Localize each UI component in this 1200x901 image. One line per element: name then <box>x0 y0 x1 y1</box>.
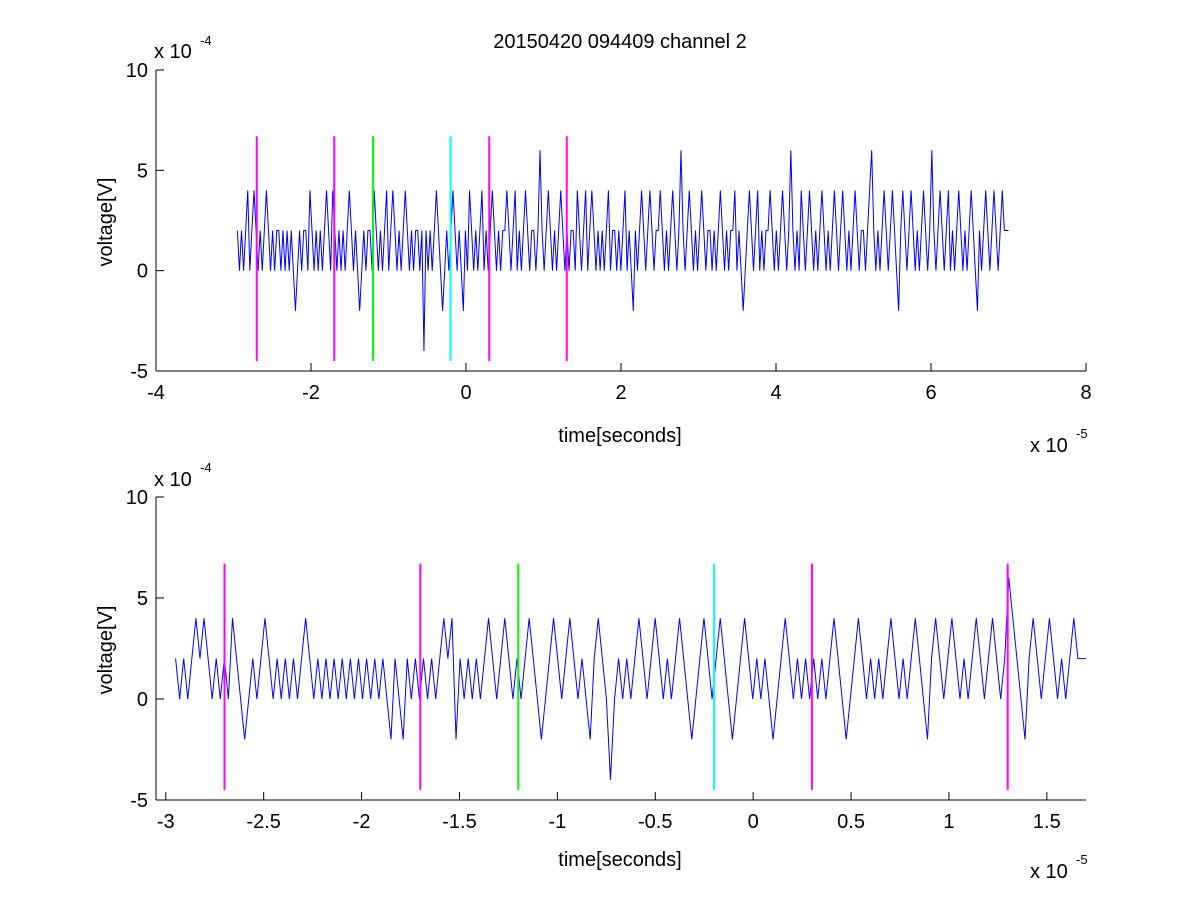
bottom-x-tick-label: -0.5 <box>638 811 672 833</box>
top-x-tick-label: -4 <box>147 382 165 404</box>
top-subplot: -4 -2 0 2 4 6 8 -5 0 5 10 time[seconds] voltage[V]… <box>95 33 1092 457</box>
bottom-y-tick-label: 0 <box>137 689 148 711</box>
bottom-axes: -3 -2.5 -2 -1.5 -1 -0.5 0 0.5 1 1.5 -5 0 5 10 <box>126 487 1086 833</box>
bottom-x-tick-label: -3 <box>157 811 175 833</box>
top-y-tick-label: 5 <box>137 160 148 182</box>
bottom-ylabel: voltage[V] <box>95 606 117 695</box>
bottom-subplot: -3 -2.5 -2 -1.5 -1 -0.5 0 0.5 1 1.5 -5 0 5 10 time[se… <box>95 460 1088 883</box>
top-xlabel: time[seconds] <box>558 425 681 447</box>
bottom-y-tick-label: 10 <box>126 487 148 509</box>
bottom-y-exponent: -4 <box>200 460 212 475</box>
bottom-x-tick-label: 0 <box>748 811 759 833</box>
bottom-x-tick-label: 0.5 <box>837 811 865 833</box>
bottom-y-tick-label: 5 <box>137 588 148 610</box>
figure-title: 20150420 094409 channel 2 <box>493 31 747 53</box>
bottom-y-tick-label: -5 <box>130 790 148 812</box>
top-x-tick-label: 0 <box>460 382 471 404</box>
top-x-tick-label: 6 <box>925 382 936 404</box>
bottom-x-tick-label: -1 <box>548 811 566 833</box>
bottom-x-tick-label: -1.5 <box>442 811 476 833</box>
top-x-tick-label: 2 <box>615 382 626 404</box>
top-axes: -4 -2 0 2 4 6 8 -5 0 5 10 <box>126 60 1092 404</box>
top-y-exponent-label: x 10 <box>154 41 192 63</box>
bottom-x-tick-label: 1 <box>943 811 954 833</box>
top-plot-area <box>236 136 1009 361</box>
top-ylabel: voltage[V] <box>95 178 117 267</box>
bottom-plot-area <box>175 563 1086 790</box>
top-y-tick-label: -5 <box>130 361 148 383</box>
top-y-tick-label: 0 <box>137 261 148 283</box>
top-signal-line <box>236 150 1009 351</box>
top-y-tick-label: 10 <box>126 60 148 82</box>
top-x-tick-label: -2 <box>302 382 320 404</box>
bottom-x-tick-label: -2.5 <box>246 811 280 833</box>
bottom-x-exponent: -5 <box>1076 852 1088 867</box>
top-x-tick-label: 8 <box>1080 382 1091 404</box>
bottom-signal-line <box>175 577 1086 780</box>
bottom-y-exponent-label: x 10 <box>154 469 192 491</box>
bottom-x-tick-label: 1.5 <box>1033 811 1061 833</box>
top-y-exponent: -4 <box>200 33 212 48</box>
top-x-exponent-label: x 10 <box>1030 435 1068 457</box>
bottom-xlabel: time[seconds] <box>558 849 681 871</box>
top-x-exponent: -5 <box>1076 426 1088 441</box>
bottom-x-exponent-label: x 10 <box>1030 861 1068 883</box>
top-x-tick-label: 4 <box>770 382 781 404</box>
bottom-x-tick-label: -2 <box>353 811 371 833</box>
